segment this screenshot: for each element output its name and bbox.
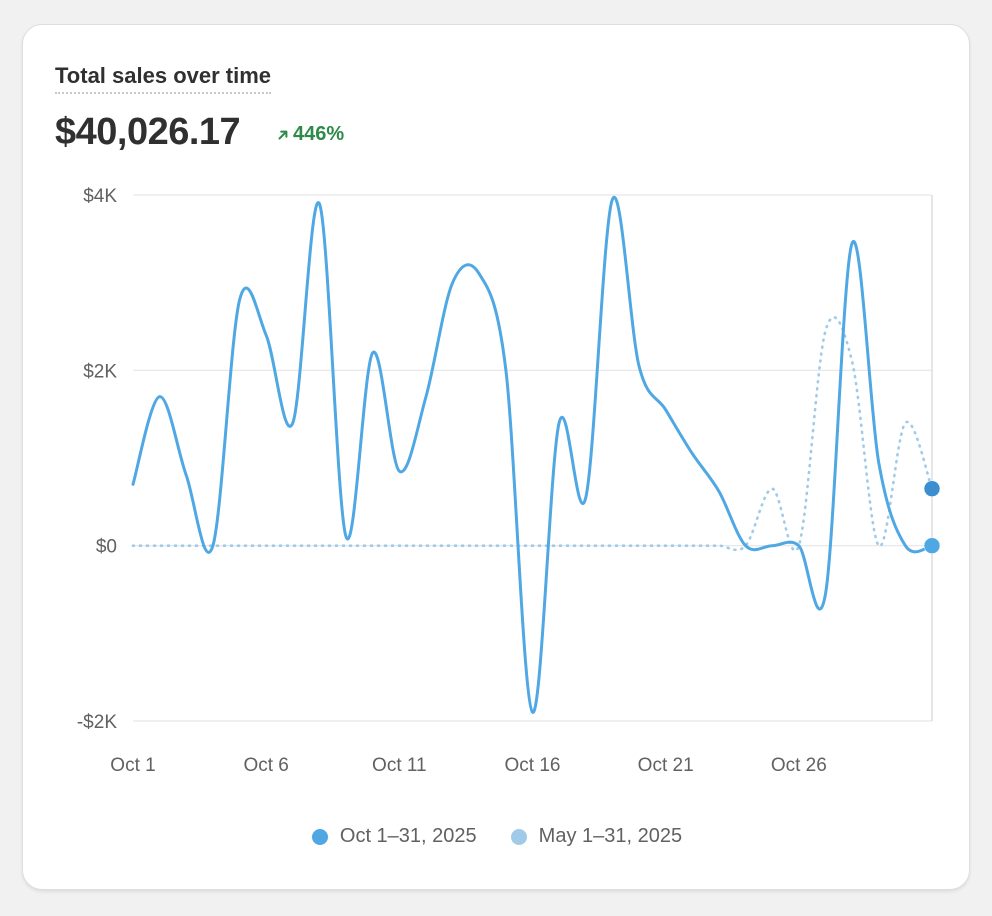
legend-label: May 1–31, 2025 — [538, 825, 683, 847]
sales-card: Total sales over time $40,026.17 446% $4… — [22, 24, 970, 890]
series-end-point-current — [923, 537, 941, 554]
arrow-up-right-icon — [278, 130, 288, 139]
legend-swatch — [311, 828, 328, 845]
change-percent: 446% — [293, 123, 345, 145]
change-badge: 446% — [277, 123, 344, 146]
y-tick-label: -$2K — [77, 712, 117, 733]
x-tick-label: Oct 26 — [771, 755, 827, 776]
x-tick-label: Oct 21 — [638, 755, 694, 776]
legend-swatch — [510, 828, 527, 845]
total-sales-value: $40,026.17 — [55, 111, 241, 153]
x-tick-label: Oct 11 — [372, 755, 427, 776]
sales-line-chart[interactable]: $4K $2K $0 -$2K Oct 1 Oct 6 Oct 11 Oct 16 Oct 21… — [23, 25, 971, 805]
y-tick-label: $2K — [83, 361, 117, 382]
x-tick-label: Oct 1 — [110, 755, 155, 776]
x-tick-label: Oct 6 — [243, 755, 288, 776]
legend-label: Oct 1–31, 2025 — [339, 825, 477, 847]
y-tick-label: $0 — [96, 537, 117, 558]
card-title[interactable]: Total sales over time — [55, 63, 272, 94]
y-tick-label: $4K — [83, 186, 117, 207]
legend-item[interactable]: Oct 1–31, 2025 — [311, 825, 477, 848]
chart-legend: Oct 1–31, 2025 May 1–31, 2025 — [23, 825, 971, 848]
series-end-point-comparison — [923, 480, 941, 497]
legend-item[interactable]: May 1–31, 2025 — [510, 825, 683, 848]
x-tick-label: Oct 16 — [505, 755, 561, 776]
series-line-current — [131, 195, 934, 714]
series-line-comparison — [131, 315, 934, 552]
